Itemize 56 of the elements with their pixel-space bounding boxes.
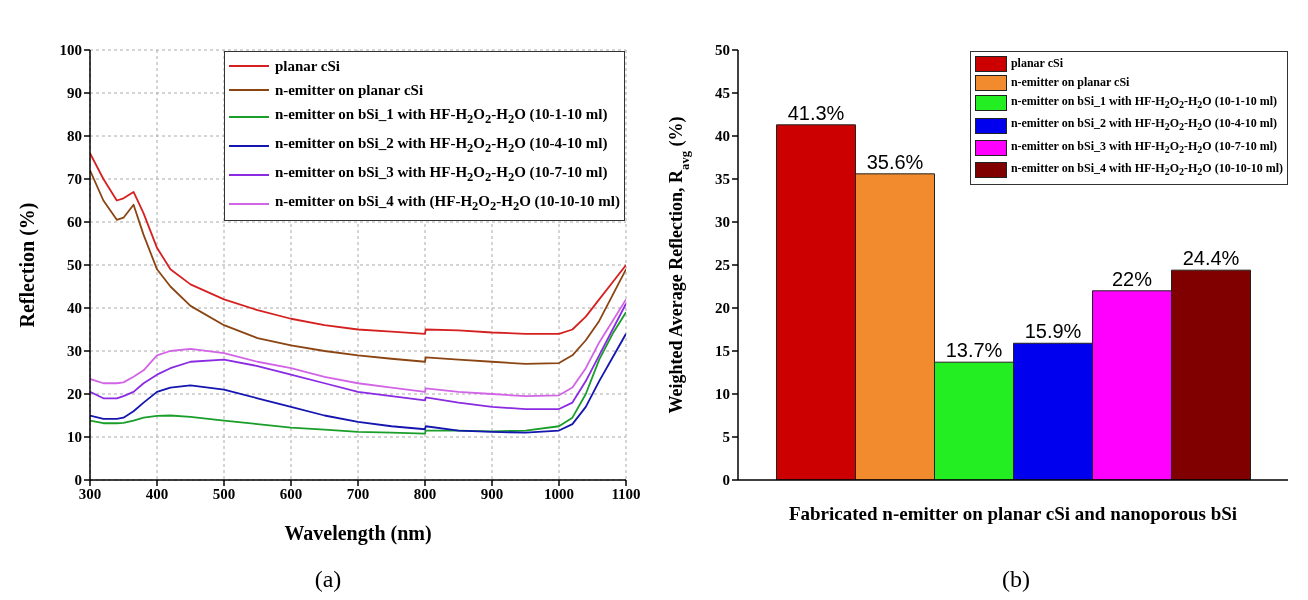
line-series bbox=[90, 169, 626, 365]
legend-label: n-emitter on bSi_4 with HF-H$_{2}$O$_{2}$-H$_{2}$O (10-10-10 ml) bbox=[1010, 160, 1283, 180]
y-tick-label: 35 bbox=[715, 171, 730, 188]
text: (b) bbox=[1001, 566, 1031, 593]
data-label: 22% bbox=[1111, 267, 1153, 290]
data-label: 24.4% bbox=[1182, 247, 1240, 270]
y-tick-label: 50 bbox=[715, 42, 730, 59]
y-tick-label: 100 bbox=[59, 42, 82, 59]
x-axis-title: Wavelength (nm) bbox=[284, 522, 432, 545]
y-tick-label: 50 bbox=[67, 257, 82, 274]
x-tick-label: 1000 bbox=[544, 485, 574, 502]
y-tick-label: 40 bbox=[715, 128, 730, 145]
legend-label: n-emitter on bSi_3 with HF-H$_{2}$O$_{2}$-H$_{2}$O (10-7-10 ml) bbox=[274, 163, 608, 186]
line-series bbox=[90, 152, 626, 335]
legend-label: n-emitter on bSi_1 with HF-H$_{2}$O$_{2}$-H$_{2}$O (10-1-10 ml) bbox=[274, 105, 608, 128]
x-tick-label: 1100 bbox=[611, 485, 641, 502]
x-tick-label: 400 bbox=[145, 485, 169, 502]
y-tick-label: 45 bbox=[715, 85, 730, 102]
x-tick-label: 800 bbox=[413, 485, 437, 502]
x-tick-label: 900 bbox=[480, 485, 504, 502]
legend-label: n-emitter on planar cSi bbox=[274, 81, 424, 100]
legend-label: n-emitter on bSi_3 with HF-H$_{2}$O$_{2}$-H$_{2}$O (10-7-10 ml) bbox=[1010, 137, 1277, 158]
y-tick-label: 10 bbox=[715, 386, 730, 403]
y-tick-label: 40 bbox=[67, 300, 82, 317]
y-tick-label: 70 bbox=[67, 171, 82, 188]
y-tick-label: 25 bbox=[715, 257, 730, 274]
legend-label: n-emitter on bSi_1 with HF-H$_{2}$O$_{2}$-H$_{2}$O (10-1-10 ml) bbox=[1010, 93, 1277, 113]
legend-label: planar cSi bbox=[274, 57, 341, 76]
legend-label: n-emitter on bSi_2 with HF-H$_{2}$O$_{2}$-H$_{2}$O (10-4-10 ml) bbox=[274, 134, 608, 157]
legend-label: n-emitter on bSi_2 with HF-H$_{2}$O$_{2}$-H$_{2}$O (10-4-10 ml) bbox=[1010, 115, 1277, 135]
y-tick-label: 30 bbox=[67, 343, 82, 360]
y-tick-label: 0 bbox=[722, 472, 730, 489]
y-tick-label: 20 bbox=[715, 300, 730, 317]
line-series bbox=[90, 311, 626, 435]
legend-label: n-emitter on bSi_4 with (HF-H$_{2}$O$_{2}$-H$_{2}$O (10-10-10 ml) bbox=[274, 192, 620, 215]
y-tick-label: 10 bbox=[67, 429, 82, 446]
y-tick-label: 60 bbox=[67, 214, 82, 231]
text: (a) bbox=[313, 566, 343, 593]
y-tick-label: 5 bbox=[722, 429, 730, 446]
data-label: 35.6% bbox=[866, 150, 924, 173]
y-tick-label: 20 bbox=[67, 386, 82, 403]
y-tick-label: 80 bbox=[67, 128, 82, 145]
legend-label: n-emitter on planar cSi bbox=[1010, 74, 1130, 91]
data-label: 15.9% bbox=[1024, 320, 1082, 343]
x-tick-label: 600 bbox=[279, 485, 303, 502]
x-tick-label: 500 bbox=[212, 485, 236, 502]
data-label: 13.7% bbox=[945, 339, 1003, 362]
legend-label: planar cSi bbox=[1010, 55, 1063, 72]
line-series bbox=[90, 332, 626, 434]
y-tick-label: 15 bbox=[715, 343, 730, 360]
y-tick-label: 30 bbox=[715, 214, 730, 231]
x-axis-title: Fabricated n-emitter on planar cSi and nanoporous bSi bbox=[788, 503, 1238, 524]
y-tick-label: 90 bbox=[67, 85, 82, 102]
y-axis-title: Reflection (%) bbox=[16, 202, 39, 328]
x-tick-label: 700 bbox=[346, 485, 370, 502]
data-label: 41.3% bbox=[787, 101, 845, 124]
